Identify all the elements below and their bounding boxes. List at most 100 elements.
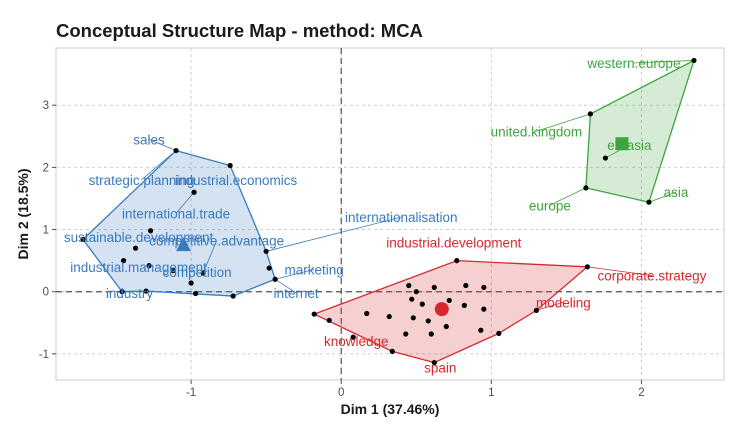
label-leader-line — [275, 268, 315, 280]
cluster-point-label: eurasia — [607, 138, 652, 153]
data-point — [413, 289, 419, 295]
data-point — [266, 265, 272, 271]
cluster-point-label: corporate.strategy — [598, 269, 707, 284]
y-tick-label: 1 — [43, 225, 49, 237]
data-point — [443, 323, 449, 330]
label-leader-line — [536, 113, 591, 132]
x-axis-title: Dim 1 (37.46%) — [341, 401, 440, 417]
label-leader-line — [633, 60, 694, 64]
data-point — [389, 348, 395, 355]
cluster-point-label: marketing — [285, 262, 344, 277]
data-point — [481, 284, 487, 290]
label-leader-line — [648, 191, 677, 203]
label-leader-line — [274, 278, 297, 294]
label-leader-line — [175, 191, 195, 214]
data-point — [646, 199, 652, 205]
data-point — [691, 57, 697, 64]
data-point — [350, 334, 356, 340]
data-point — [454, 258, 460, 264]
data-point — [583, 185, 589, 191]
data-point — [584, 264, 590, 270]
cluster-centroid-circle — [434, 302, 449, 317]
data-point — [191, 189, 197, 195]
data-point — [386, 313, 392, 320]
label-leader-line — [549, 187, 587, 206]
data-point — [410, 315, 416, 321]
data-point — [419, 301, 425, 307]
y-tick-label: -1 — [39, 349, 49, 361]
x-tick-label: 1 — [488, 387, 494, 399]
cluster-point-label: europe — [529, 198, 571, 213]
cluster-point-label: united.kingdom — [491, 124, 583, 139]
cluster-point-label: sustainable.development — [64, 230, 214, 245]
data-point — [193, 290, 199, 297]
data-point — [602, 155, 609, 161]
data-point — [147, 228, 154, 234]
label-leader-line — [587, 266, 652, 276]
cluster-point-label: sales — [133, 132, 165, 147]
cluster-point-label: internet — [274, 286, 319, 301]
cluster-point-label: industry — [106, 286, 154, 301]
data-point — [409, 296, 415, 302]
cluster-point-label: spain — [424, 361, 456, 376]
cluster-point-label: internationalisation — [345, 210, 458, 225]
cluster-centroid-triangle — [176, 237, 192, 252]
cluster-point-label: competition — [163, 265, 232, 280]
data-point — [364, 310, 370, 317]
data-point — [478, 327, 484, 333]
label-leader-line — [202, 240, 217, 274]
cluster-point-label: asia — [664, 185, 689, 200]
cluster-point-label: international.trade — [122, 206, 230, 221]
cluster-point-label: industrial.management — [70, 260, 207, 275]
cluster-hull — [312, 259, 590, 364]
cluster-point-label: western.europe — [586, 56, 680, 71]
data-point — [230, 293, 236, 299]
data-point — [431, 359, 437, 366]
label-leader-line — [266, 216, 402, 252]
data-point — [188, 280, 194, 286]
data-point — [311, 311, 317, 317]
label-leader-line — [148, 139, 177, 151]
cluster-group: western.europe united.kingdom eurasia asia e… — [491, 56, 697, 213]
data-point — [200, 270, 206, 276]
cluster-hull — [585, 59, 696, 203]
data-point — [120, 258, 127, 264]
data-point — [446, 297, 452, 304]
cluster-point-label: modeling — [536, 295, 591, 310]
y-tick-label: 3 — [43, 100, 49, 112]
data-point — [170, 267, 176, 274]
data-point — [326, 317, 332, 323]
data-point — [481, 306, 487, 312]
data-point — [146, 263, 152, 269]
cluster-point-label: industrial.economics — [175, 173, 298, 188]
cluster-point-label: strategic.planning — [89, 173, 195, 188]
x-tick-label: -1 — [186, 387, 196, 399]
data-point — [263, 248, 269, 254]
y-tick-label: 2 — [43, 162, 49, 174]
cluster-point-label: competitive.advantage — [149, 234, 284, 249]
data-point — [272, 276, 278, 282]
data-point — [406, 282, 412, 289]
data-point — [496, 330, 502, 336]
data-point — [132, 245, 139, 251]
data-point — [587, 111, 594, 117]
data-point — [227, 162, 233, 169]
cluster-point-label: industrial.development — [386, 236, 521, 251]
data-point — [143, 288, 149, 294]
data-point — [431, 284, 437, 290]
data-point — [463, 282, 469, 289]
cluster-group: sales strategic.planningindustrial.econom… — [64, 132, 458, 301]
chart-title: Conceptual Structure Map - method: MCA — [56, 20, 423, 41]
y-axis-title: Dim 2 (18.5%) — [15, 168, 31, 259]
data-point — [533, 307, 539, 313]
data-point — [461, 302, 467, 308]
label-leader-line — [536, 301, 564, 311]
x-tick-label: 2 — [638, 387, 644, 399]
data-point — [403, 331, 409, 337]
cluster-group: industrial.development corporate.strategy… — [311, 236, 707, 376]
data-point — [80, 236, 86, 243]
data-point — [119, 289, 125, 295]
cluster-centroid-square — [615, 137, 629, 151]
data-point — [173, 147, 179, 154]
